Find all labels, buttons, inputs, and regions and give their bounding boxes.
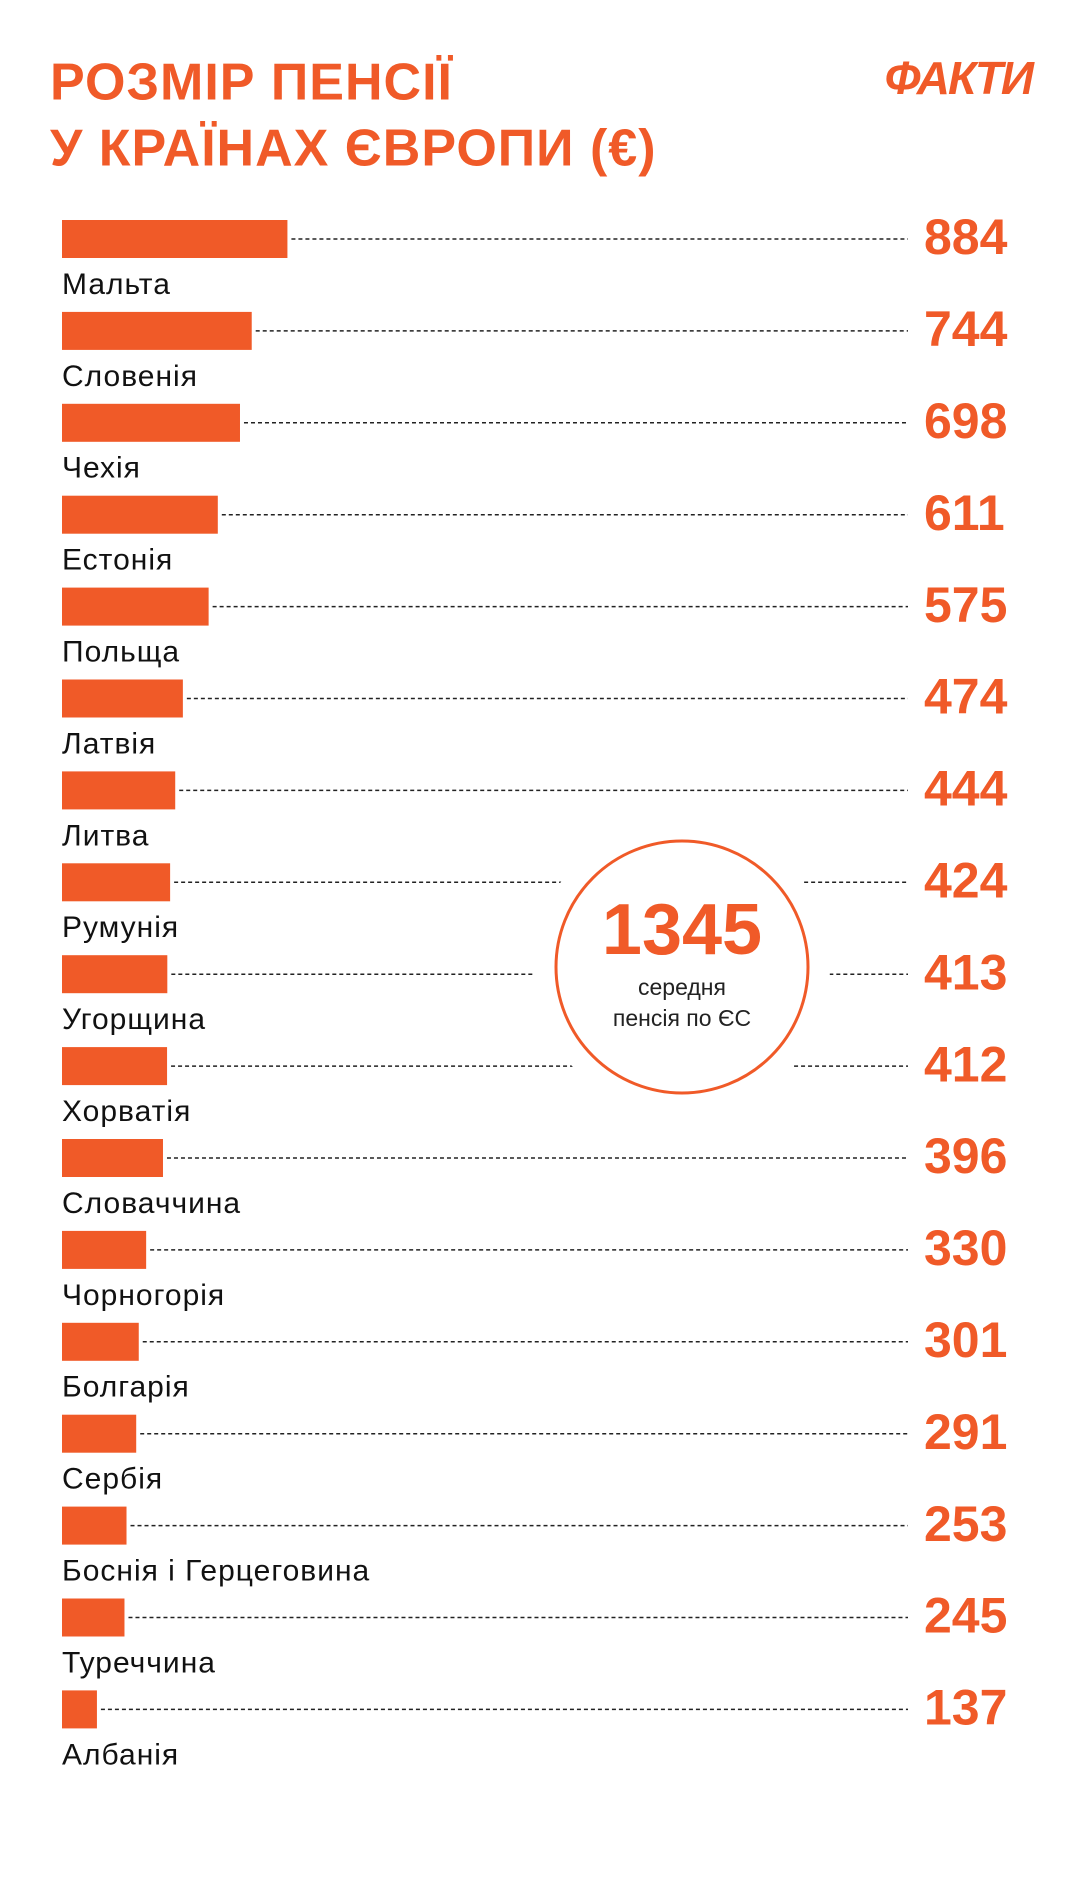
bar — [62, 1047, 168, 1086]
value-label: 413 — [924, 944, 1007, 1000]
value-label: 291 — [924, 1404, 1007, 1460]
value-label: 884 — [924, 209, 1008, 265]
bar — [62, 1322, 139, 1361]
title-line: У КРАЇНАХ ЄВРОПИ (€) — [50, 120, 657, 178]
bar — [62, 220, 288, 258]
value-label: 424 — [924, 853, 1008, 909]
value-label: 330 — [924, 1220, 1007, 1276]
logo: ФАКТИ — [885, 52, 1035, 104]
category-label: Латвія — [62, 727, 156, 760]
value-label: 444 — [924, 761, 1008, 817]
value-label: 245 — [924, 1588, 1007, 1644]
value-label: 396 — [924, 1128, 1007, 1184]
bar — [62, 863, 171, 902]
bar — [62, 495, 218, 534]
category-label: Чорногорія — [62, 1279, 225, 1312]
average-text: середня — [638, 974, 726, 1000]
bar — [62, 1690, 97, 1729]
bar — [62, 771, 176, 810]
category-label: Угорщина — [62, 1003, 206, 1036]
value-label: 575 — [924, 577, 1007, 633]
category-label: Болгарія — [62, 1371, 190, 1404]
category-label: Боснія і Герцеговина — [62, 1555, 370, 1588]
bar — [62, 311, 252, 350]
category-label: Польща — [62, 636, 180, 669]
value-label: 744 — [924, 301, 1008, 357]
value-label: 301 — [924, 1312, 1007, 1368]
bar — [62, 587, 209, 626]
category-label: Словаччина — [62, 1187, 241, 1220]
category-label: Румунія — [62, 911, 179, 944]
category-label: Литва — [62, 819, 149, 852]
average-text: пенсія по ЄС — [613, 1005, 751, 1031]
category-label: Естонія — [62, 544, 173, 577]
value-label: 474 — [924, 669, 1008, 725]
value-label: 412 — [924, 1036, 1007, 1092]
category-label: Сербія — [62, 1463, 163, 1496]
bar — [62, 403, 240, 442]
value-label: 698 — [924, 393, 1007, 449]
bar — [62, 955, 168, 994]
category-label: Чехія — [62, 452, 141, 485]
value-label: 611 — [924, 485, 1005, 541]
bar — [62, 1506, 127, 1545]
category-label: Словенія — [62, 360, 198, 393]
category-label: Мальта — [62, 268, 171, 301]
bar — [62, 679, 183, 718]
category-label: Туреччина — [62, 1646, 216, 1679]
value-label: 253 — [924, 1496, 1007, 1552]
value-label: 137 — [924, 1680, 1007, 1736]
bar — [62, 1230, 147, 1269]
badge — [554, 839, 810, 1095]
category-label: Албанія — [62, 1738, 179, 1771]
average-value: 1345 — [602, 890, 762, 970]
bar — [62, 1414, 137, 1453]
bar — [62, 1139, 163, 1177]
category-label: Хорватія — [62, 1095, 191, 1128]
bar — [62, 1598, 125, 1637]
title-line: РОЗМІР ПЕНСІЇ — [50, 54, 454, 112]
